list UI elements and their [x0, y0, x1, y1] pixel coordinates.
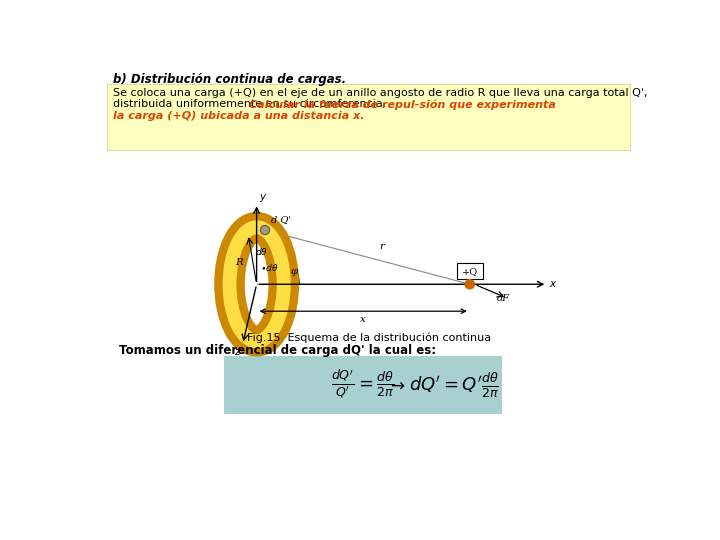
Text: x: x: [360, 315, 366, 324]
Text: Calcular la fuerza de repul-sión que experimenta: Calcular la fuerza de repul-sión que exp…: [249, 99, 556, 110]
Text: y: y: [259, 192, 265, 202]
FancyBboxPatch shape: [456, 264, 483, 279]
FancyBboxPatch shape: [107, 84, 630, 150]
Text: $\rightarrow$: $\rightarrow$: [387, 376, 405, 394]
Text: r: r: [379, 242, 384, 252]
Text: Fig.15  Esquema de la distribución continua: Fig.15 Esquema de la distribución contin…: [247, 333, 491, 343]
Text: +Q: +Q: [462, 267, 478, 275]
Text: Tomamos un diferencial de carga dQ' la cual es:: Tomamos un diferencial de carga dQ' la c…: [120, 343, 436, 356]
Text: z: z: [234, 347, 240, 357]
Text: Se coloca una carga (+Q) en el eje de un anillo angosto de radio R que lleva una: Se coloca una carga (+Q) en el eje de un…: [113, 88, 648, 98]
Text: $\bullet d\theta$: $\bullet d\theta$: [261, 262, 279, 273]
Text: $d\theta$: $d\theta$: [255, 246, 268, 257]
Text: distribuida uniformemente en su circumferencia.: distribuida uniformemente en su circumfe…: [113, 99, 390, 110]
Text: R: R: [235, 258, 243, 267]
Text: x: x: [549, 279, 556, 289]
Text: dF: dF: [497, 294, 510, 303]
Text: la carga (+Q) ubicada a una distancia x.: la carga (+Q) ubicada a una distancia x.: [113, 111, 365, 121]
Text: $\frac{dQ'}{Q'}=\frac{d\theta}{2\pi}$: $\frac{dQ'}{Q'}=\frac{d\theta}{2\pi}$: [331, 369, 395, 401]
Text: $dQ'=Q'\frac{d\theta}{2\pi}$: $dQ'=Q'\frac{d\theta}{2\pi}$: [409, 370, 499, 400]
Text: b) Distribución continua de cargas.: b) Distribución continua de cargas.: [113, 72, 346, 85]
Ellipse shape: [261, 225, 270, 235]
Text: d Q': d Q': [271, 215, 291, 224]
FancyBboxPatch shape: [224, 356, 503, 414]
Circle shape: [465, 280, 474, 289]
Text: φ: φ: [291, 267, 298, 276]
